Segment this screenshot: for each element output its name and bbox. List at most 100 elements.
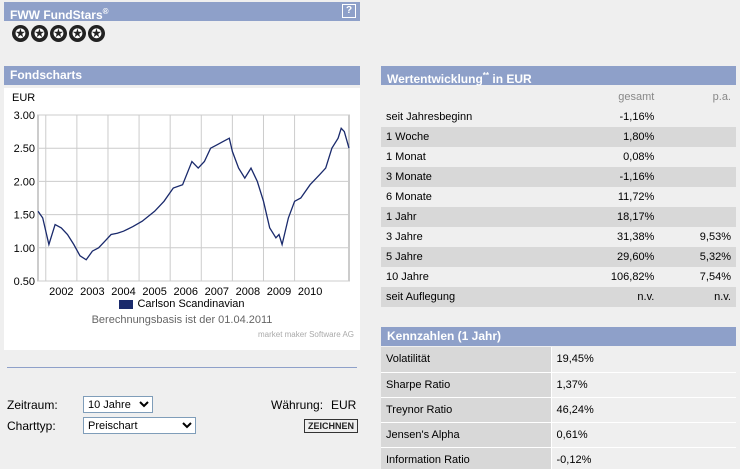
cell-gesamt: 18,17% [559, 207, 660, 227]
star-icon: ✪ [12, 25, 29, 42]
cell-gesamt: 0,08% [559, 147, 660, 167]
table-row: 1 Monat 0,08% [381, 147, 736, 167]
help-icon[interactable]: ? [342, 4, 356, 18]
cell-value: 0,61% [551, 422, 736, 448]
wertentwicklung-title-sup: ** [482, 71, 490, 80]
table-row: 6 Monate 11,72% [381, 187, 736, 207]
table-row: Jensen's Alpha 0,61% [381, 422, 736, 448]
cell-label: Information Ratio [381, 447, 552, 469]
chart-legend: Carlson Scandinavian [4, 298, 360, 310]
cell-value: 1,37% [551, 372, 736, 398]
chart-source: market maker Software AG [257, 330, 354, 339]
cell-label: 1 Jahr [381, 207, 560, 227]
table-row: seit Jahresbeginn -1,16% [381, 107, 736, 127]
table-row: 10 Jahre 106,82% 7,54% [381, 267, 736, 287]
table-header-row: gesamt p.a. [381, 87, 736, 107]
cell-label: 1 Monat [381, 147, 560, 167]
wertentwicklung-title-suffix: in EUR [489, 72, 532, 86]
table-row: 1 Woche 1,80% [381, 127, 736, 147]
x-tick-label: 2009 [267, 286, 291, 298]
series-line [37, 127, 350, 261]
table-row: Information Ratio -0,12% [381, 447, 736, 469]
table-row: 3 Monate -1,16% [381, 167, 736, 187]
fundstars-title-sup: ® [102, 7, 109, 16]
cell-label: seit Jahresbeginn [381, 107, 560, 127]
cell-pa [659, 147, 736, 167]
zeitraum-label: Zeitraum: [7, 398, 58, 412]
cell-pa: 5,32% [659, 247, 736, 267]
kennzahlen-title: Kennzahlen (1 Jahr) [387, 329, 502, 343]
fundstars-rating: ✪ ✪ ✪ ✪ ✪ [12, 25, 105, 42]
kennzahlen-header: Kennzahlen (1 Jahr) [381, 327, 736, 346]
price-chart: EUR 3.00 2.50 2.00 1.50 1.00 0.50 2002 2003 2004 2… [4, 88, 360, 350]
cell-pa: 9,53% [659, 227, 736, 247]
zeitraum-select[interactable]: 10 Jahre [83, 396, 153, 413]
kennzahlen-table: Volatilität 19,45% Sharpe Ratio 1,37% Treyno… [381, 347, 736, 469]
zeichnen-button[interactable]: ZEICHNEN [304, 419, 359, 433]
cell-pa [659, 207, 736, 227]
y-tick-label: 1.00 [14, 243, 35, 255]
chart-background [4, 88, 360, 350]
cell-label: 10 Jahre [381, 267, 560, 287]
cell-label: Jensen's Alpha [381, 422, 552, 448]
cell-value: 46,24% [551, 397, 736, 423]
y-tick-label: 2.50 [14, 143, 35, 155]
table-row: 3 Jahre 31,38% 9,53% [381, 227, 736, 247]
cell-value: -0,12% [551, 447, 736, 469]
y-tick-label: 3.00 [14, 110, 35, 122]
divider [7, 367, 357, 368]
cell-label: seit Auflegung [381, 287, 560, 307]
x-tick-label: 2004 [111, 286, 135, 298]
cell-gesamt: n.v. [559, 287, 660, 307]
table-row: Sharpe Ratio 1,37% [381, 372, 736, 398]
y-axis-label: EUR [12, 92, 35, 104]
x-tick-label: 2002 [49, 286, 73, 298]
cell-pa [659, 107, 736, 127]
berechnungsbasis: Berechnungsbasis ist der 01.04.2011 [91, 314, 273, 326]
cell-label: 1 Woche [381, 127, 560, 147]
x-tick-label: 2007 [205, 286, 229, 298]
star-icon: ✪ [50, 25, 67, 42]
star-icon: ✪ [31, 25, 48, 42]
cell-label: Sharpe Ratio [381, 372, 552, 398]
table-row: 1 Jahr 18,17% [381, 207, 736, 227]
fundstars-title: FWW FundStars [10, 8, 103, 22]
wertentwicklung-header: Wertentwicklung** in EUR [381, 66, 736, 86]
waehrung-value: EUR [331, 398, 357, 412]
y-tick-label: 1.50 [14, 210, 35, 222]
cell-gesamt: 11,72% [559, 187, 660, 207]
fondscharts-title: Fondscharts [10, 68, 83, 82]
cell-pa [659, 187, 736, 207]
col-gesamt: gesamt [618, 91, 655, 103]
x-tick-label: 2008 [236, 286, 260, 298]
wertentwicklung-title: Wertentwicklung [387, 72, 483, 86]
charttyp-label: Charttyp: [7, 419, 56, 433]
star-icon: ✪ [69, 25, 86, 42]
x-tick-label: 2010 [298, 286, 322, 298]
x-tick-label: 2005 [142, 286, 166, 298]
cell-value: 19,45% [551, 347, 736, 373]
cell-gesamt: 31,38% [559, 227, 660, 247]
cell-label: 3 Jahre [381, 227, 560, 247]
charttyp-select[interactable]: Preischart [83, 417, 196, 434]
cell-pa [659, 167, 736, 187]
legend-label: Carlson Scandinavian [137, 298, 245, 310]
fondscharts-header: Fondscharts [4, 66, 360, 85]
x-tick-label: 2006 [173, 286, 197, 298]
col-pa: p.a. [712, 91, 731, 103]
table-row: Treynor Ratio 46,24% [381, 397, 736, 423]
cell-gesamt: 29,60% [559, 247, 660, 267]
y-tick-label: 2.00 [14, 176, 35, 188]
fundstars-header: FWW FundStars® ? [4, 2, 360, 22]
table-row: seit Auflegung n.v. n.v. [381, 287, 736, 307]
cell-pa [659, 127, 736, 147]
cell-gesamt: 106,82% [559, 267, 660, 287]
cell-gesamt: 1,80% [559, 127, 660, 147]
legend-swatch [119, 299, 134, 309]
cell-gesamt: -1,16% [559, 167, 660, 187]
cell-label: Volatilität [381, 347, 552, 373]
cell-label: 5 Jahre [381, 247, 560, 267]
header-empty [381, 87, 560, 107]
cell-label: 6 Monate [381, 187, 560, 207]
waehrung-label: Währung: [271, 398, 324, 412]
